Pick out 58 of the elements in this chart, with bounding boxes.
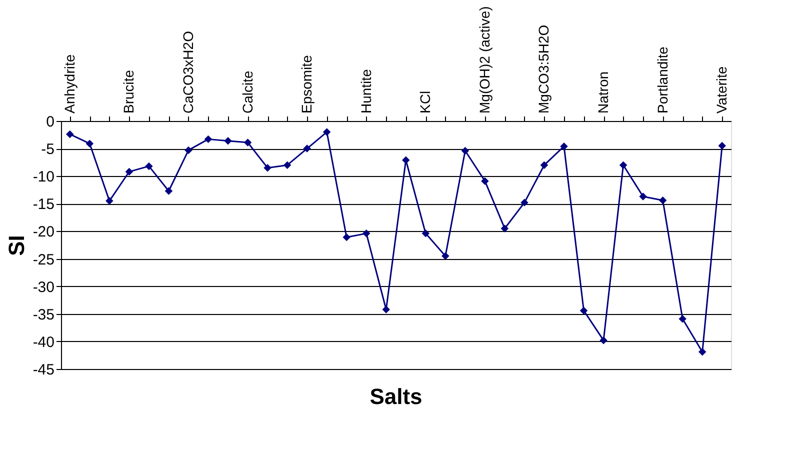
x-tick-label: Brucite <box>120 70 137 114</box>
point <box>145 162 153 170</box>
point <box>461 146 470 155</box>
point <box>698 348 706 356</box>
point <box>164 187 173 195</box>
point <box>658 196 667 204</box>
point <box>204 135 212 144</box>
point <box>66 130 74 138</box>
point <box>184 146 192 154</box>
y-tick-label: -20 <box>32 224 54 241</box>
point <box>224 136 232 145</box>
y-axis-title: SI <box>4 235 29 256</box>
point <box>442 252 450 260</box>
y-tick-label: -30 <box>32 278 54 296</box>
point <box>619 161 628 169</box>
y-tick-label: -45 <box>32 362 54 378</box>
point <box>283 161 292 169</box>
point <box>422 230 430 238</box>
point <box>639 192 647 200</box>
point <box>362 230 370 238</box>
x-tick-label: Natron <box>595 71 612 114</box>
point <box>402 156 410 164</box>
x-tick-label: Epsomite <box>298 54 315 114</box>
y-tick-label: -35 <box>32 306 54 324</box>
x-tick-label: Mg(OH)2 (active) <box>476 6 492 114</box>
y-tick-label: -10 <box>32 168 54 186</box>
point <box>382 306 390 314</box>
point <box>500 224 509 232</box>
point <box>580 306 588 314</box>
x-tick-label: Calcite <box>239 70 256 114</box>
point <box>678 314 686 323</box>
x-tick-label: Anhydrite <box>61 54 78 114</box>
y-tick-label: -25 <box>32 251 54 268</box>
point <box>244 138 252 146</box>
point <box>322 128 331 136</box>
y-tick-label: -15 <box>32 196 54 214</box>
x-tick-label: Vaterite <box>714 66 730 114</box>
x-tick-label: CaCO3xH2O <box>180 30 196 114</box>
x-tick-label: MgCO3:5H2O <box>536 24 552 114</box>
point <box>125 168 134 176</box>
point <box>106 197 114 205</box>
y-tick-label: -40 <box>32 334 54 351</box>
point <box>600 336 608 344</box>
y-tick-label: -5 <box>41 141 54 158</box>
y-tick-label: 0 <box>46 114 54 130</box>
point <box>86 140 94 148</box>
x-tick-label: Portlandite <box>654 46 670 114</box>
point <box>264 164 272 172</box>
point <box>718 142 726 150</box>
x-tick-label: Huntite <box>358 68 374 114</box>
point <box>560 142 568 150</box>
point <box>540 161 548 169</box>
point <box>303 144 311 152</box>
x-axis-title: Salts <box>370 384 422 409</box>
x-tick-label: KCl <box>417 90 434 114</box>
point <box>342 233 350 242</box>
point <box>481 177 489 185</box>
point <box>520 198 528 206</box>
